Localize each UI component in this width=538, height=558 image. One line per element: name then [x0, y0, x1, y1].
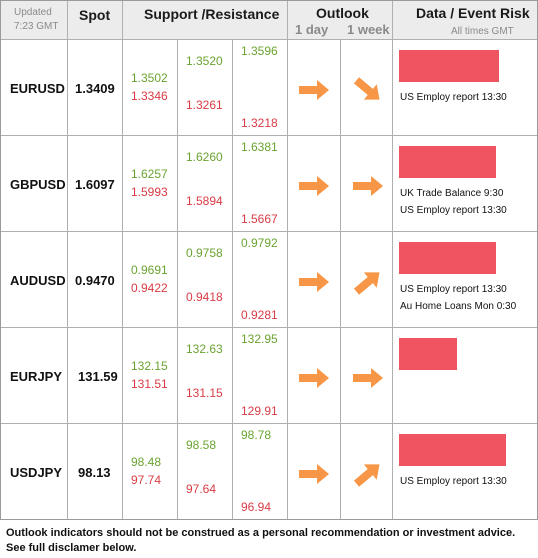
support-level: 96.94: [241, 500, 272, 514]
resistance-level: 1.3520: [186, 54, 223, 68]
resistance-level: 1.6260: [186, 150, 223, 164]
event-risk-bar: [399, 338, 457, 370]
outlook-1week-arrow-up-right-icon: [353, 272, 380, 295]
pair-name: EURUSD: [10, 81, 65, 96]
outlook-1week-arrow-down-right-icon: [353, 77, 380, 100]
support-level: 0.9422: [131, 281, 168, 295]
updated-label: Updated: [14, 7, 52, 18]
resistance-level: 98.48: [131, 455, 162, 469]
event-item: Au Home Loans Mon 0:30: [400, 301, 517, 312]
event-item: US Employ report 13:30: [400, 284, 507, 295]
pair-name: USDJPY: [10, 465, 63, 480]
event-item: US Employ report 13:30: [400, 476, 507, 487]
spot-header: Spot: [79, 7, 111, 23]
event-risk-bar: [399, 434, 506, 466]
outlook-1day-arrow-right-icon: [299, 176, 329, 196]
support-level: 1.3346: [131, 89, 168, 103]
support-level: 1.3261: [186, 98, 223, 112]
resistance-level: 132.63: [186, 342, 223, 356]
outlook-1week-arrow-up-right-icon: [353, 464, 380, 487]
support-level: 1.5894: [186, 194, 223, 208]
event-item: US Employ report 13:30: [400, 205, 507, 216]
resistance-level: 1.3596: [241, 44, 278, 58]
event-item: UK Trade Balance 9:30: [400, 188, 504, 199]
resistance-level: 0.9792: [241, 236, 278, 250]
outlook-1week-arrow-right-icon: [353, 368, 383, 388]
times-note: All times GMT: [451, 26, 514, 37]
outlook-1day-arrow-right-icon: [299, 464, 329, 484]
pair-name: AUDUSD: [10, 273, 66, 288]
outlook-1week-header: 1 week: [347, 22, 390, 37]
spot-value: 0.9470: [75, 273, 115, 288]
resistance-level: 132.15: [131, 359, 168, 373]
outlook-1day-header: 1 day: [295, 22, 329, 37]
header-row: [1, 1, 537, 40]
resistance-level: 0.9691: [131, 263, 168, 277]
forex-outlook-table: Updated 7:23 GMT Spot Support /Resistanc…: [0, 0, 538, 520]
event-risk-header: Data / Event Risk: [416, 5, 530, 21]
updated-time: 7:23 GMT: [14, 21, 59, 32]
resistance-level: 98.78: [241, 428, 272, 442]
support-level: 1.3218: [241, 116, 278, 130]
support-level: 0.9281: [241, 308, 278, 322]
outlook-1day-arrow-right-icon: [299, 80, 329, 100]
outlook-1day-arrow-right-icon: [299, 272, 329, 292]
support-level: 131.51: [131, 377, 168, 391]
resistance-level: 132.95: [241, 332, 278, 346]
support-level: 0.9418: [186, 290, 223, 304]
resistance-level: 1.6381: [241, 140, 278, 154]
event-item: US Employ report 13:30: [400, 92, 507, 103]
event-risk-bar: [399, 242, 496, 274]
support-level: 97.74: [131, 473, 162, 487]
event-risk-bar: [399, 146, 496, 178]
spot-value: 98.13: [78, 465, 111, 480]
spot-value: 1.3409: [75, 81, 115, 96]
resistance-level: 1.3502: [131, 71, 168, 85]
outlook-1day-arrow-right-icon: [299, 368, 329, 388]
resistance-level: 0.9758: [186, 246, 223, 260]
outlook-header: Outlook: [316, 5, 369, 21]
support-level: 129.91: [241, 404, 278, 418]
support-level: 1.5667: [241, 212, 278, 226]
spot-value: 131.59: [78, 369, 118, 384]
disclaimer-text: Outlook indicators should not be constru…: [6, 527, 516, 554]
outlook-1week-arrow-right-icon: [353, 176, 383, 196]
resistance-level: 98.58: [186, 438, 217, 452]
pair-name: EURJPY: [10, 369, 63, 384]
spot-value: 1.6097: [75, 177, 115, 192]
support-resistance-header: Support /Resistance: [144, 6, 280, 22]
resistance-level: 1.6257: [131, 167, 168, 181]
support-level: 1.5993: [131, 185, 168, 199]
event-risk-bar: [399, 50, 499, 82]
pair-name: GBPUSD: [10, 177, 66, 192]
support-level: 97.64: [186, 482, 217, 496]
support-level: 131.15: [186, 386, 223, 400]
